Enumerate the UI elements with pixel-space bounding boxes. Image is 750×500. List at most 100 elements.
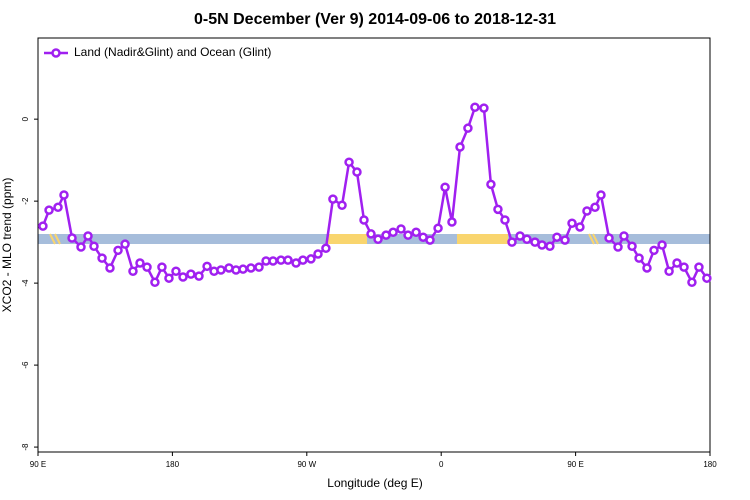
data-point — [366, 229, 376, 239]
data-point — [202, 261, 212, 272]
data-point — [359, 215, 369, 225]
data-point — [105, 263, 115, 273]
data-point — [38, 221, 48, 231]
data-point — [328, 194, 338, 204]
land-band — [328, 234, 367, 244]
data-point — [470, 102, 480, 113]
x-tick-label: 90 E — [30, 460, 46, 469]
data-point — [440, 182, 450, 192]
data-point — [135, 258, 145, 268]
data-point — [463, 123, 473, 133]
data-point — [664, 266, 674, 276]
y-tick-label: -6 — [21, 361, 30, 369]
data-point — [642, 263, 652, 273]
data-point — [97, 253, 107, 263]
data-point — [216, 265, 226, 275]
data-point — [590, 202, 600, 213]
plot-frame — [37, 37, 711, 453]
data-point — [619, 231, 629, 241]
data-point — [53, 202, 63, 213]
y-tick-label: -4 — [21, 279, 30, 287]
data-point — [142, 262, 152, 272]
data-point — [337, 200, 347, 210]
data-point — [67, 233, 77, 243]
data-point — [83, 231, 93, 241]
data-point — [157, 262, 167, 272]
y-tick-label: 0 — [21, 116, 30, 121]
x-tick-label: 90 E — [567, 460, 583, 469]
data-point — [479, 103, 489, 113]
data-point — [455, 142, 465, 152]
data-point — [313, 249, 323, 259]
x-tick-label: 180 — [166, 460, 180, 469]
data-point — [657, 240, 667, 250]
data-point — [634, 253, 644, 263]
data-point — [522, 234, 532, 245]
data-point — [373, 234, 383, 245]
data-point — [507, 237, 517, 247]
data-point — [352, 167, 362, 177]
data-point — [388, 227, 398, 238]
data-point — [254, 262, 264, 272]
data-point — [596, 190, 606, 200]
data-point — [246, 263, 256, 273]
x-axis-label: Longitude (deg E) — [327, 476, 422, 490]
data-point — [76, 242, 86, 252]
data-point — [59, 190, 69, 200]
data-point — [403, 230, 413, 240]
data-point — [113, 245, 123, 256]
legend-marker — [51, 48, 61, 58]
data-point — [627, 241, 637, 251]
chart-title: 0-5N December (Ver 9) 2014-09-06 to 2018… — [194, 11, 556, 28]
data-point — [283, 255, 293, 265]
data-point — [433, 223, 443, 233]
data-point — [560, 235, 570, 245]
data-line — [41, 105, 708, 286]
data-point — [679, 262, 689, 272]
data-point — [687, 277, 697, 288]
data-point — [194, 271, 204, 281]
y-axis-label: XCO2 - MLO trend (ppm) — [0, 178, 14, 313]
data-point — [321, 243, 331, 254]
data-point — [500, 215, 510, 225]
data-point — [582, 206, 592, 216]
data-point — [171, 266, 181, 276]
data-point — [672, 258, 682, 268]
data-point — [268, 256, 278, 266]
x-tick-label: 0 — [439, 460, 444, 469]
data-point — [128, 266, 138, 276]
data-point — [537, 240, 547, 250]
data-point — [425, 235, 435, 245]
data-point — [396, 224, 406, 234]
data-point — [567, 218, 577, 229]
data-point — [575, 222, 585, 232]
data-point — [44, 205, 54, 215]
data-point — [164, 273, 174, 283]
data-point — [649, 245, 659, 256]
x-tick-label: 180 — [703, 460, 717, 469]
y-tick-label: -8 — [21, 443, 30, 451]
land-band — [457, 234, 508, 244]
data-point — [298, 255, 308, 265]
data-point — [120, 239, 130, 249]
y-tick-label: -2 — [21, 197, 30, 205]
data-point — [186, 269, 196, 279]
data-point — [702, 273, 712, 283]
data-point — [344, 157, 354, 167]
data-point — [411, 227, 421, 238]
data-point — [694, 262, 704, 272]
data-point — [486, 179, 496, 190]
data-point — [545, 241, 555, 251]
data-point — [306, 254, 316, 264]
legend-label: Land (Nadir&Glint) and Ocean (Glint) — [74, 45, 271, 59]
data-point — [613, 242, 623, 252]
data-point — [447, 217, 457, 227]
data-point — [493, 204, 503, 215]
data-point — [604, 233, 614, 243]
land-hatch — [49, 233, 599, 245]
x-tick-label: 90 W — [297, 460, 316, 469]
data-point — [552, 232, 562, 242]
data-point — [178, 272, 188, 282]
